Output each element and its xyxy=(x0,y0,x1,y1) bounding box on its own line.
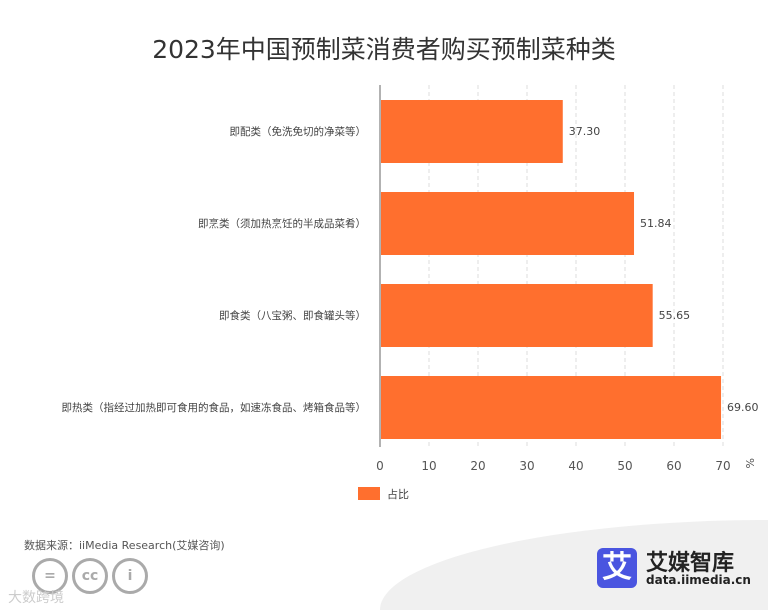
cc-icon: cc xyxy=(72,558,108,594)
brand-logo: 艾 xyxy=(597,548,637,588)
source-text: 数据来源：iiMedia Research(艾媒咨询) xyxy=(24,539,225,552)
brand-url: data.iimedia.cn xyxy=(646,573,751,587)
x-unit-label: % xyxy=(743,458,756,468)
bar xyxy=(381,192,635,255)
data-label: 51.84 xyxy=(640,217,672,230)
x-tick-label: 50 xyxy=(617,459,632,473)
x-tick-label: 40 xyxy=(568,459,583,473)
x-tick-label: 0 xyxy=(376,459,384,473)
data-label: 69.60 xyxy=(727,401,759,414)
data-label: 37.30 xyxy=(569,125,601,138)
x-tick-label: 30 xyxy=(519,459,534,473)
person-icon: i xyxy=(112,558,148,594)
x-tick-label: 70 xyxy=(715,459,730,473)
category-label: 即食类（八宝粥、即食罐头等） xyxy=(219,309,366,322)
bar xyxy=(381,376,722,439)
data-label: 55.65 xyxy=(659,309,691,322)
legend-label: 占比 xyxy=(387,487,409,501)
equal-icon: = xyxy=(32,558,68,594)
chart-title: 2023年中国预制菜消费者购买预制菜种类 xyxy=(152,35,616,64)
bar xyxy=(381,100,563,163)
brand-name: 艾媒智库 xyxy=(646,551,735,576)
legend-swatch xyxy=(358,487,380,500)
bar xyxy=(381,284,653,347)
category-label: 即烹类（须加热烹饪的半成品菜肴） xyxy=(198,217,366,230)
x-tick-label: 20 xyxy=(470,459,485,473)
watermark: 大数跨境 xyxy=(8,590,64,606)
category-label: 即配类（免洗免切的净菜等） xyxy=(230,125,367,138)
bar-chart: 0 10 20 30 40 50 60 70 % 37.30 即配类（免洗免切的净菜等） 51.84 即… xyxy=(62,85,759,501)
x-tick-label: 60 xyxy=(666,459,681,473)
category-label: 即热类（指经过加热即可食用的食品，如速冻食品、烤箱食品等） xyxy=(62,401,367,414)
x-tick-label: 10 xyxy=(421,459,436,473)
